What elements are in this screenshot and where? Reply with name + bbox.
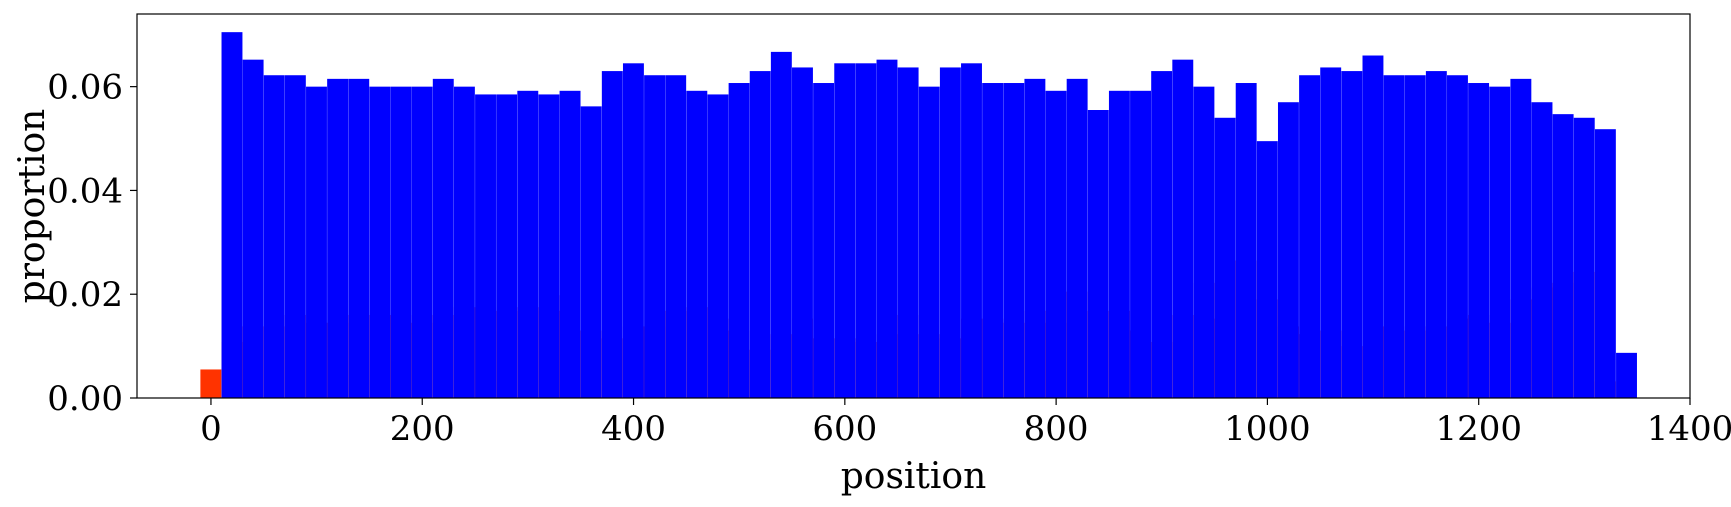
bar-series-2 [1003,83,1025,399]
x-tick-label: 800 [1024,409,1089,449]
bar-series-2 [686,90,708,399]
bar-series-2 [1468,83,1490,399]
bar-series-2 [1151,71,1173,398]
x-tick-label: 600 [812,409,877,449]
bar-series-2 [369,86,391,399]
bar-series-2 [538,94,560,399]
bar-series-2 [961,63,982,399]
bar-series-2 [517,90,539,399]
bar-series-2 [1531,102,1553,398]
x-tick-label: 1400 [1647,409,1731,449]
bar-series-2 [792,67,813,398]
bar-series-2 [348,78,370,399]
bar-series-2 [1130,90,1151,399]
bar-series-2 [1214,117,1236,398]
bar-series-2 [1256,141,1278,398]
x-axis-ticks: 0 200 400 600 800 1000 1200 1400 [200,398,1731,449]
bar-series-2 [1489,86,1511,399]
bar-series-2 [813,83,835,399]
bar-series-2 [390,86,412,399]
bar-series-2 [1066,78,1088,399]
y-tick-label: 0.02 [47,275,123,315]
bar-series-2 [453,86,475,399]
y-tick-label: 0.06 [47,68,123,108]
bar-series-2 [855,63,877,399]
bar-series-2 [749,71,771,398]
bar-series-2 [644,75,666,398]
bar-series-2 [728,83,750,399]
bar-series-2 [1594,129,1616,398]
plot-frame [136,13,1691,399]
bar-series-2 [1108,90,1130,399]
bar-series-2 [665,75,687,398]
y-tick-label: 0.04 [47,171,123,211]
x-tick-label: 1200 [1435,409,1522,449]
bar-series-2 [263,75,285,398]
bar-series-2 [918,86,940,399]
x-tick-label: 1000 [1224,409,1311,449]
bar-series-2 [284,75,306,398]
x-tick-label: 0 [200,409,222,449]
bar-series-2 [580,106,602,399]
bar-series-2 [770,51,792,398]
bar-series-2 [1320,67,1342,398]
bar-series-2 [1235,83,1257,399]
bar-series-2 [306,86,327,399]
bar-series-2 [1510,78,1532,399]
bar-series-2 [559,90,581,399]
bar-series-2 [475,94,496,399]
bar-series-2 [1425,71,1447,398]
bar-series-2 [1404,75,1426,398]
bar-series-2 [1024,78,1046,399]
bar-series-2 [982,83,1004,399]
bar-series-2 [1573,117,1595,398]
x-tick-label: 400 [601,409,666,449]
bar-series-2 [876,59,898,398]
bar-series-2 [1383,75,1405,398]
bars-layer [200,32,1637,399]
bar-series-2 [432,78,454,399]
bar-series-2 [601,71,623,398]
bar-series-2 [496,94,518,399]
bar-series-2 [1277,102,1299,398]
bar-series-2 [1045,90,1067,399]
y-axis-label: proportion [12,109,53,304]
bar-series-2 [939,67,961,398]
bar-series-2 [1193,86,1215,399]
bar-series-2 [834,63,856,399]
bar-series-2 [1552,114,1574,399]
bar-series-2 [1299,75,1321,398]
bar-series-2 [622,63,644,399]
bar-series-2 [1616,352,1637,398]
bar-series-2 [1341,71,1363,398]
bar-series-2 [221,32,243,398]
x-tick-label: 200 [390,409,455,449]
bar-series-2 [1172,59,1194,398]
bar-series-2 [242,59,264,398]
bar-series-2 [411,86,433,399]
bar-series-1 [200,369,222,398]
bar-series-2 [327,78,349,399]
bar-series-2 [1447,75,1468,398]
bar-series-2 [1362,55,1384,398]
bar-series-2 [897,67,919,398]
y-tick-label: 0.00 [47,379,123,419]
y-axis-ticks: 0.00 0.02 0.04 0.06 [47,68,137,419]
bar-series-2 [1087,110,1109,398]
x-axis-label: position [841,456,987,497]
bar-series-2 [707,94,729,399]
